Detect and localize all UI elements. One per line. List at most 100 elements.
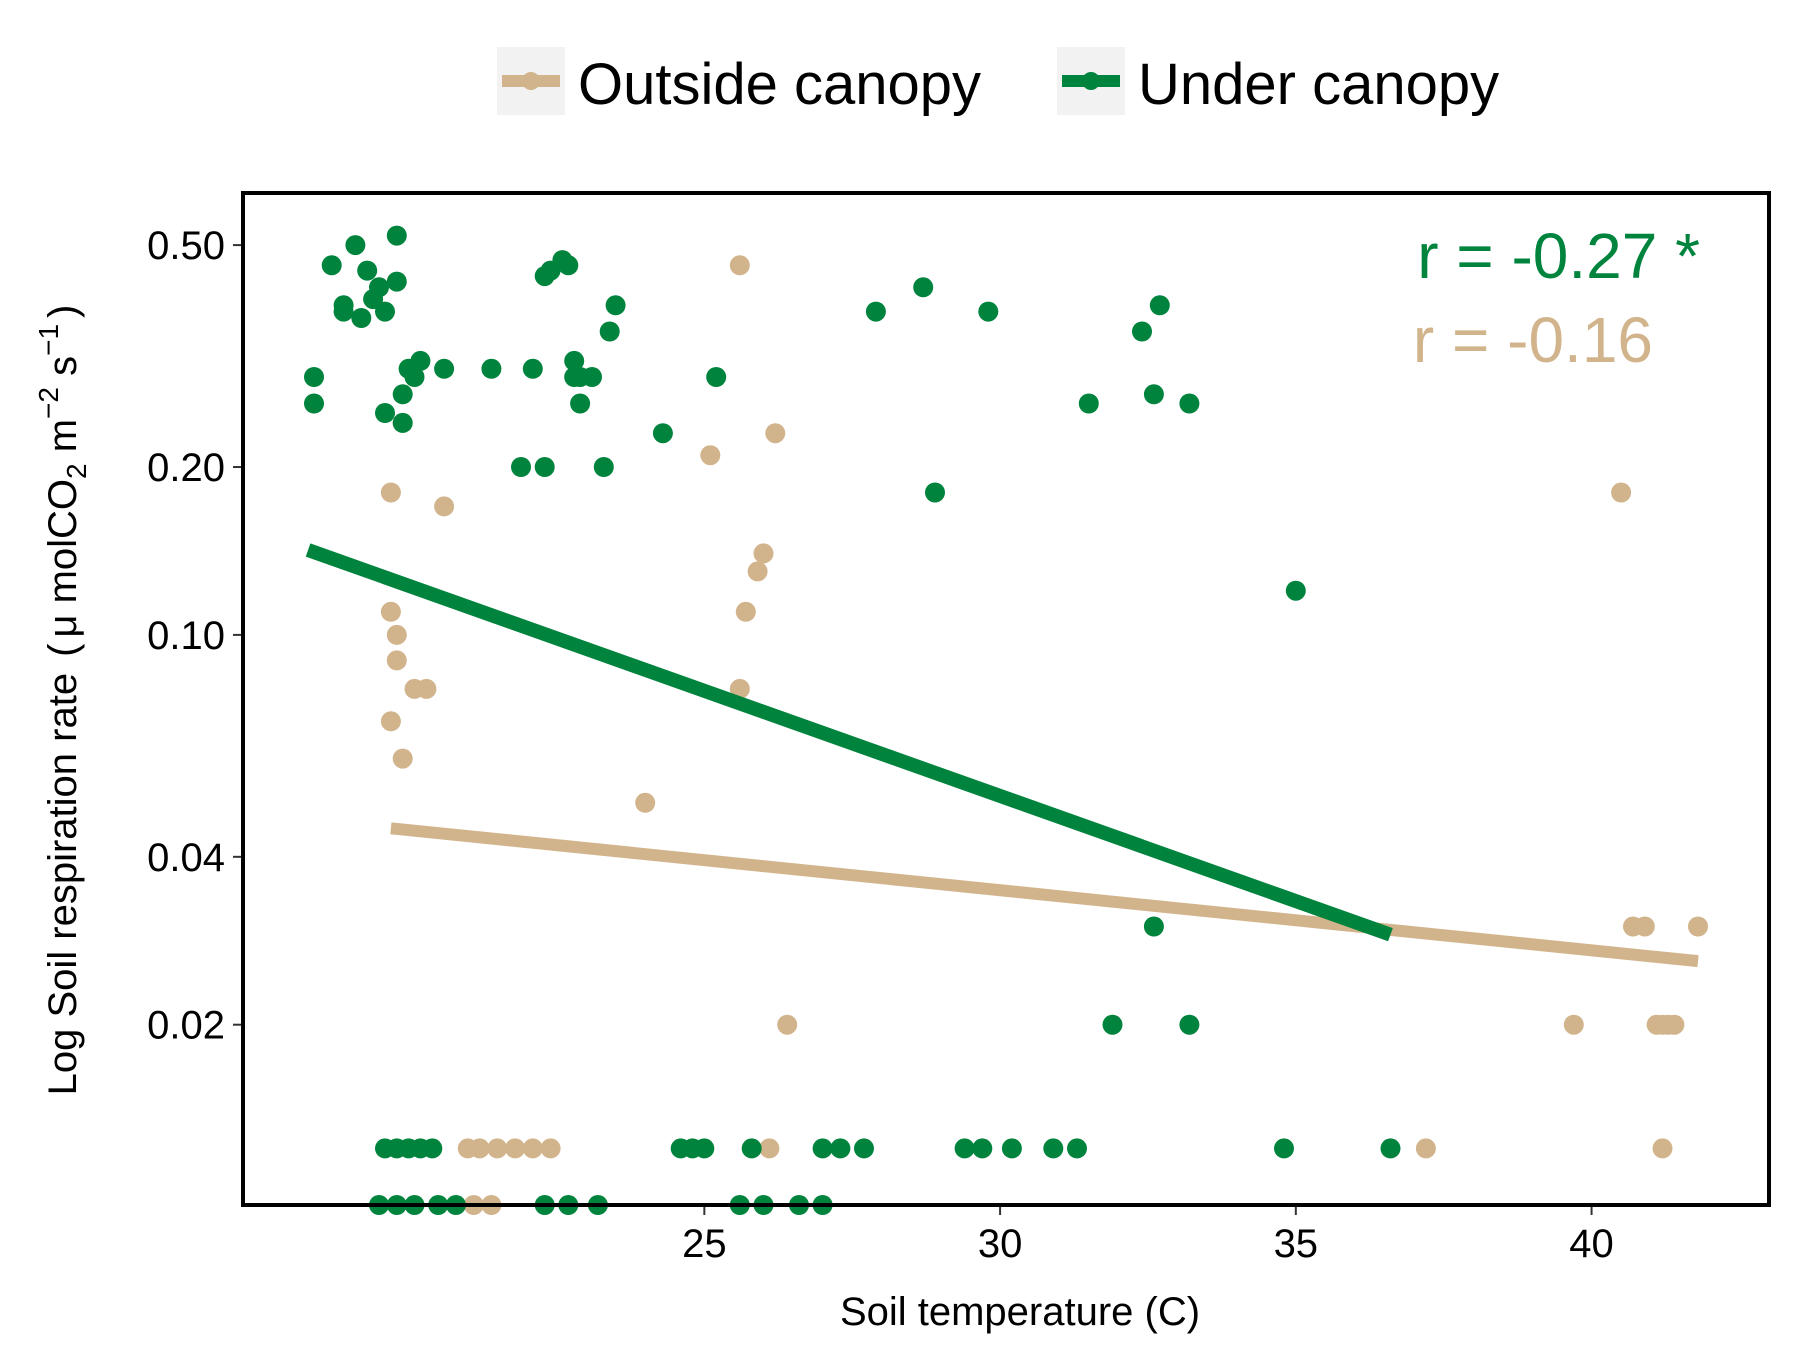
x-tick-label: 40 (1569, 1222, 1614, 1266)
point-under-canopy (434, 358, 455, 379)
point-outside-canopy (380, 601, 401, 622)
point-under-canopy (333, 301, 354, 322)
point-under-canopy (321, 255, 342, 276)
point-outside-canopy (759, 1138, 780, 1159)
point-under-canopy (605, 295, 626, 316)
y-tick-label: 0.04 (147, 836, 225, 880)
x-tick-label: 30 (978, 1222, 1023, 1266)
point-outside-canopy (1563, 1014, 1584, 1035)
point-under-canopy (386, 225, 407, 246)
y-axis-title: Log Soil respiration rate(μ molCO2 m−2 s… (33, 305, 92, 1096)
point-outside-canopy (1611, 482, 1632, 503)
point-under-canopy (978, 301, 999, 322)
point-under-canopy (345, 235, 366, 256)
point-under-canopy (741, 1138, 762, 1159)
point-under-canopy (706, 367, 727, 387)
point-under-canopy (410, 350, 431, 371)
point-under-canopy (913, 277, 934, 298)
annotation-outside-canopy-r: r = -0.16 (1413, 304, 1653, 376)
point-outside-canopy (1652, 1138, 1673, 1159)
point-under-canopy (386, 271, 407, 292)
point-under-canopy (854, 1138, 874, 1159)
x-tick-label: 25 (682, 1222, 727, 1266)
point-under-canopy (1285, 580, 1306, 601)
point-under-canopy (375, 301, 395, 322)
point-outside-canopy (380, 482, 401, 503)
legend-dot-under-canopy (1082, 72, 1100, 90)
point-under-canopy (972, 1138, 993, 1159)
trend-line-outside-canopy (390, 822, 1699, 968)
point-under-canopy (1001, 1138, 1022, 1159)
point-under-canopy (304, 393, 324, 414)
point-under-canopy (357, 260, 378, 281)
point-under-canopy (351, 308, 372, 328)
point-under-canopy (865, 301, 886, 322)
point-under-canopy (954, 1138, 975, 1159)
point-under-canopy (404, 367, 425, 387)
plot-panel-border (241, 191, 1771, 1207)
point-under-canopy (1043, 1138, 1064, 1159)
point-under-canopy (522, 358, 543, 379)
point-outside-canopy (765, 423, 786, 444)
axis-ticks: 25 30 35 40 0.02 0.04 0.10 0.20 0.50 (147, 224, 1614, 1266)
point-under-canopy (570, 393, 591, 414)
point-outside-canopy (777, 1014, 798, 1035)
point-outside-canopy (540, 1138, 561, 1159)
point-outside-canopy (735, 601, 756, 622)
point-under-canopy (1149, 295, 1170, 316)
y-tick-label: 0.02 (147, 1004, 225, 1048)
point-under-canopy (422, 1138, 443, 1159)
trend-line-under-canopy (305, 543, 1393, 942)
point-outside-canopy (635, 792, 656, 813)
point-outside-canopy (469, 1138, 490, 1159)
legend: Outside canopy Under canopy (497, 47, 1499, 117)
point-outside-canopy (386, 650, 407, 671)
point-outside-canopy (1688, 916, 1708, 937)
point-outside-canopy (416, 678, 437, 699)
point-outside-canopy (729, 255, 750, 276)
point-outside-canopy (505, 1138, 526, 1159)
point-under-canopy (830, 1138, 851, 1159)
annotation-under-canopy-r: r = -0.27 * (1417, 220, 1700, 292)
point-under-canopy (392, 384, 413, 405)
trend-lines (305, 543, 1699, 968)
point-under-canopy (1380, 1138, 1401, 1159)
point-under-canopy (1078, 393, 1099, 414)
point-under-canopy (593, 457, 614, 477)
x-axis-title: Soil temperature (C) (840, 1290, 1200, 1334)
point-under-canopy (582, 367, 602, 387)
point-outside-canopy (522, 1138, 543, 1159)
point-under-canopy (1132, 321, 1152, 342)
y-tick-label: 0.10 (147, 614, 225, 658)
point-outside-canopy (729, 678, 750, 699)
point-under-canopy (558, 255, 579, 276)
point-under-canopy (534, 457, 555, 477)
point-under-canopy (375, 403, 395, 423)
point-outside-canopy (1664, 1014, 1685, 1035)
point-outside-canopy (753, 543, 774, 564)
point-under-canopy (1067, 1138, 1087, 1159)
y-tick-label: 0.20 (147, 446, 225, 490)
point-under-canopy (304, 367, 324, 387)
point-under-canopy (599, 321, 620, 342)
point-outside-canopy (1415, 1138, 1436, 1159)
point-under-canopy (481, 358, 502, 379)
point-outside-canopy (1634, 916, 1655, 937)
point-under-canopy (1102, 1014, 1123, 1035)
x-tick-label: 35 (1274, 1222, 1319, 1266)
point-outside-canopy (434, 496, 455, 517)
data-points (304, 225, 1708, 1215)
point-under-canopy (392, 412, 413, 433)
point-under-canopy (1179, 393, 1200, 414)
point-under-canopy (1143, 916, 1164, 937)
point-under-canopy (564, 350, 585, 371)
point-under-canopy (369, 277, 389, 298)
point-under-canopy (925, 482, 945, 503)
point-outside-canopy (747, 561, 768, 582)
point-under-canopy (1143, 384, 1164, 405)
y-axis-title-main: Log Soil respiration rate (41, 673, 85, 1095)
point-under-canopy (812, 1138, 833, 1159)
y-tick-label: 0.50 (147, 224, 225, 268)
point-outside-canopy (386, 624, 407, 645)
point-under-canopy (1179, 1014, 1200, 1035)
